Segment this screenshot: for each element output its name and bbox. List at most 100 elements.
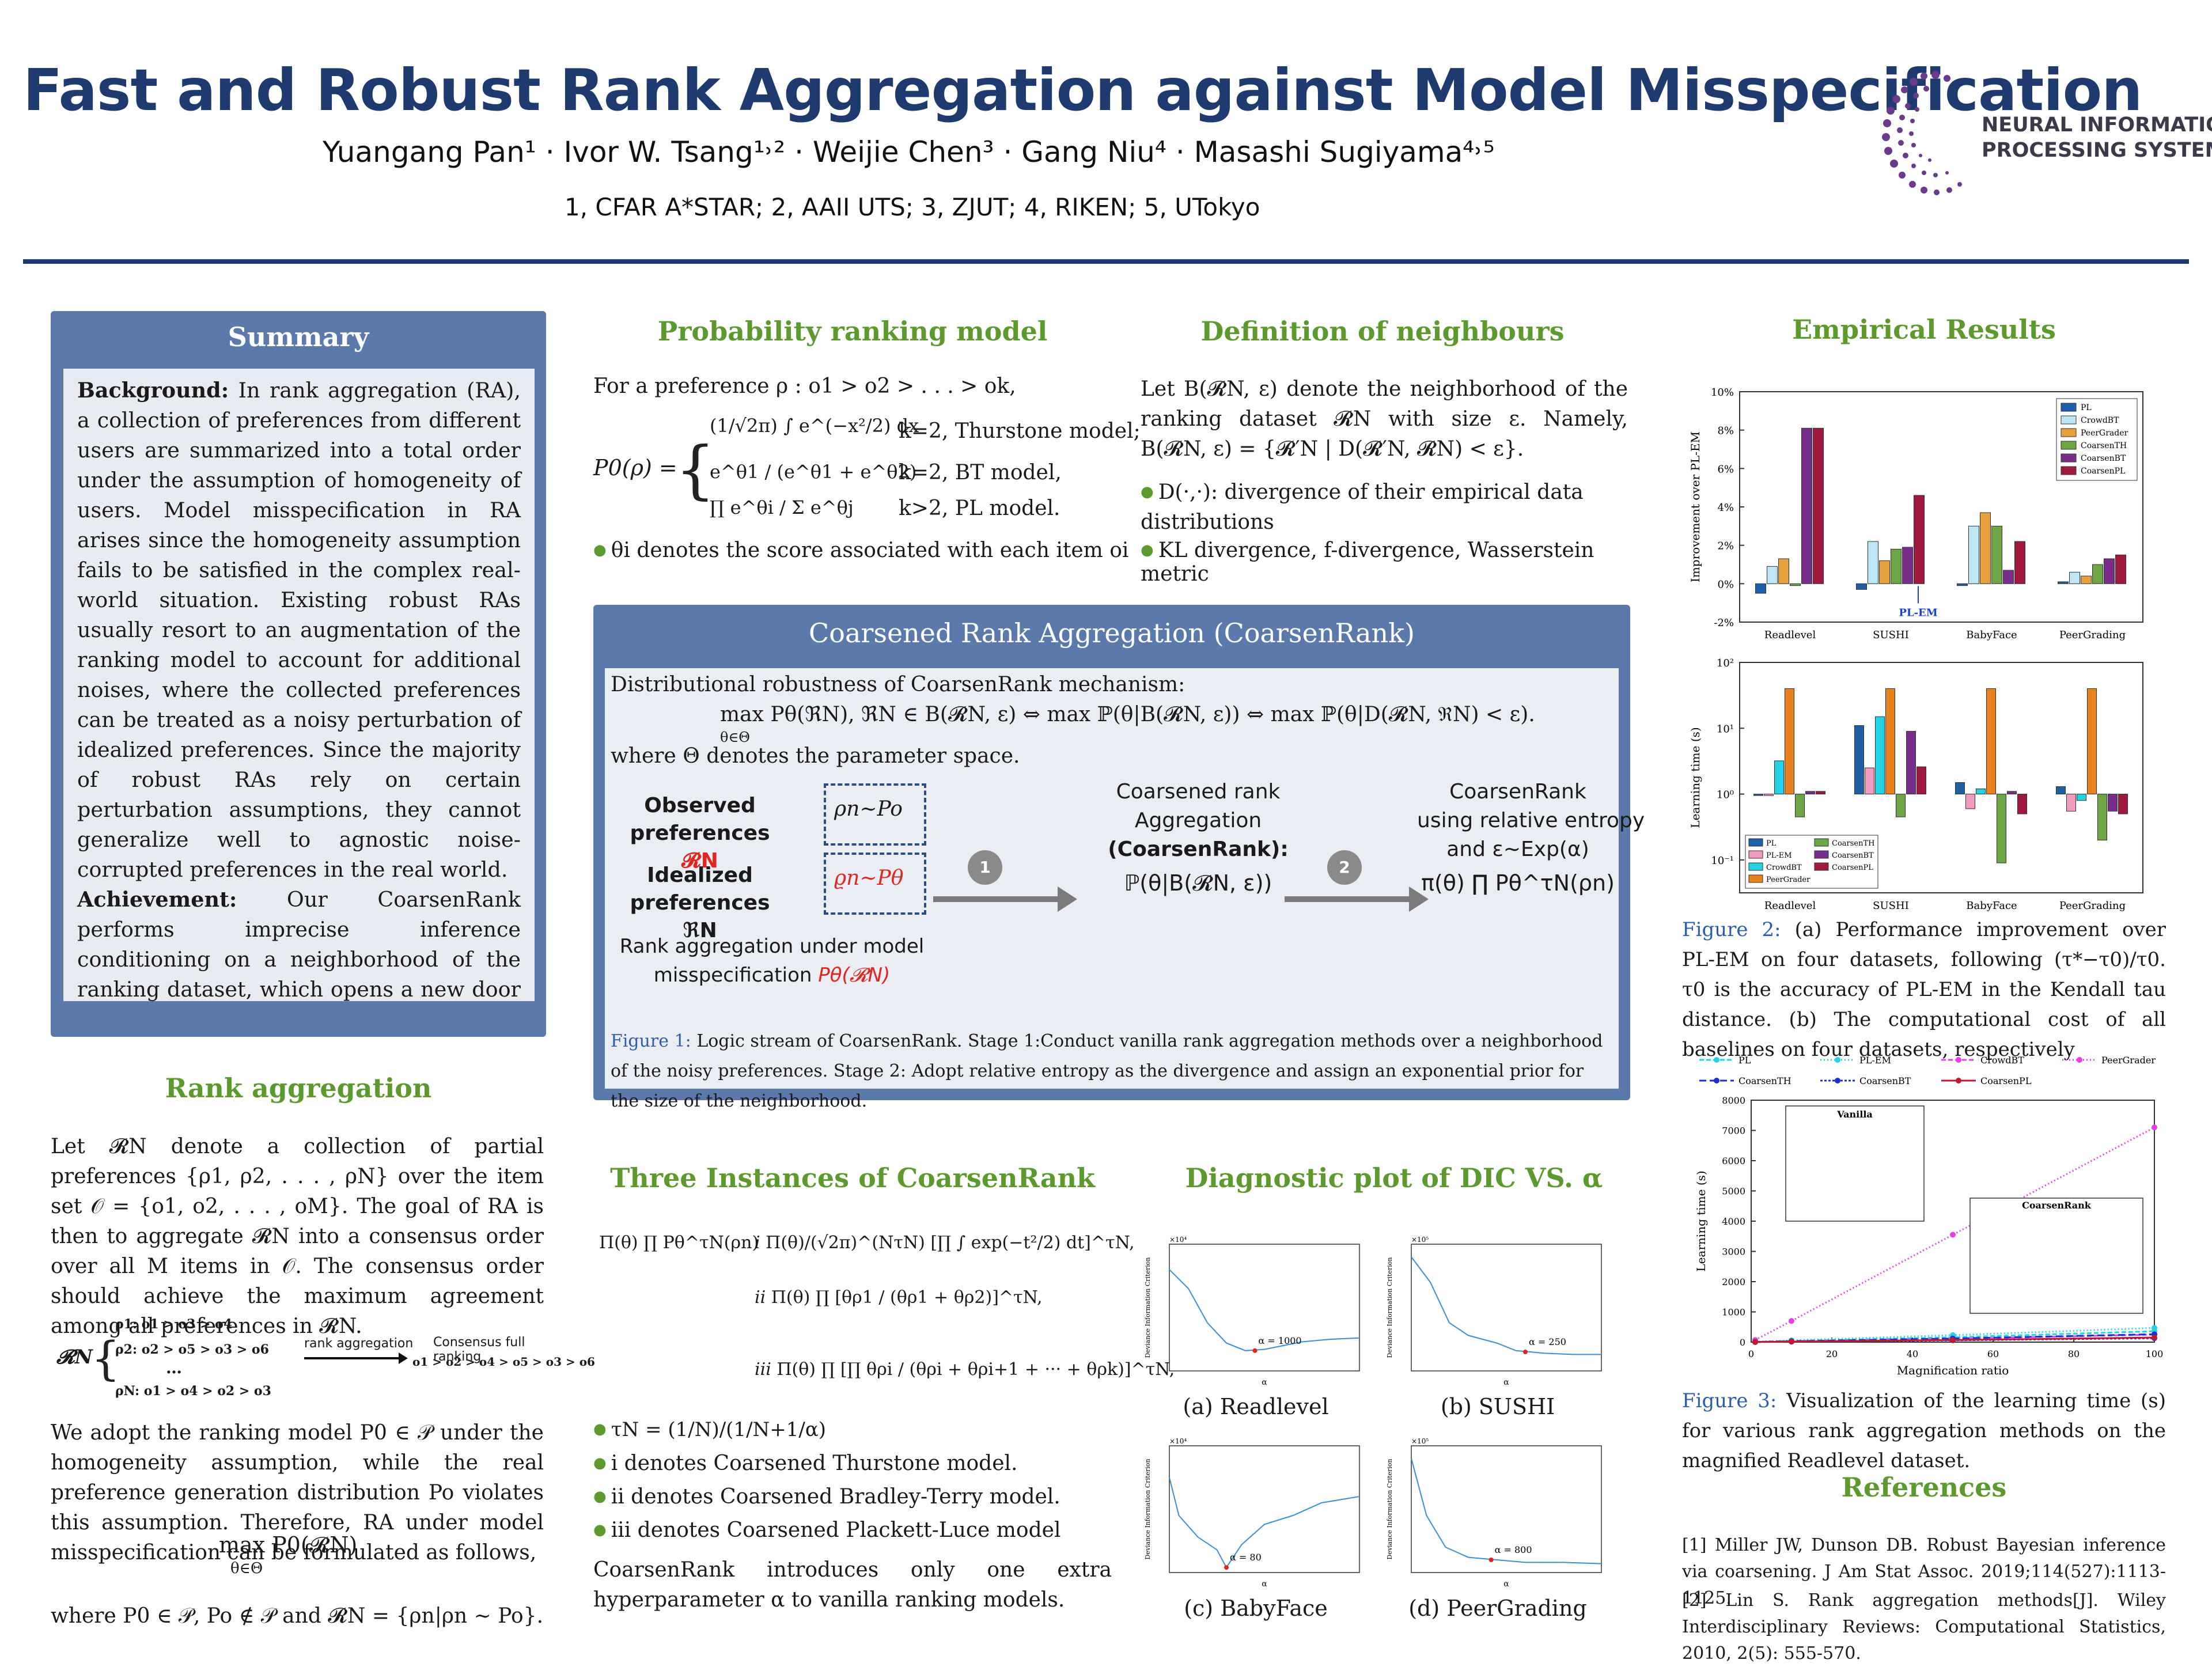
legend-label: CoarsenPL	[1980, 1075, 2032, 1086]
y-axis-label: Deviance Information Criterion	[1144, 1459, 1152, 1560]
bar	[2092, 564, 2103, 584]
diagram-arrow-line	[304, 1357, 401, 1359]
optimal-alpha-marker	[1224, 1565, 1229, 1570]
y-exponent: ×10⁴	[1169, 1236, 1187, 1244]
neighbours-text: Let B(𝓡N, ε) denote the neighborhood of …	[1141, 377, 1628, 461]
x-tick-label: PeerGrading	[2059, 900, 2126, 912]
x-tick-label: SUSHI	[1873, 629, 1909, 641]
neighbours-title: Definition of neighbours	[1200, 316, 1565, 347]
instances-title: Three Instances of CoarsenRank	[610, 1162, 1095, 1194]
probability-model-case2: e^θ1 / (e^θ1 + e^θ2)	[710, 461, 917, 483]
bar	[1854, 725, 1864, 795]
y-tick-label: 4000	[1722, 1216, 1745, 1227]
coarsenrank-content: Distributional robustness of CoarsenRank…	[605, 668, 1645, 1111]
instances-tau: τN = (1/N)/(1/N+1/α)	[593, 1418, 826, 1441]
y-tick-label: 6%	[1717, 463, 1734, 475]
header-divider	[23, 259, 2189, 264]
inset-vanilla-label: Vanilla	[1836, 1109, 1873, 1120]
y-tick-label: 0%	[1717, 578, 1734, 590]
legend-label: PL	[1766, 839, 1777, 848]
y-exponent: ×10⁵	[1411, 1236, 1429, 1244]
diagnostic-panel-label: (a) Readlevel	[1183, 1394, 1329, 1419]
bar	[1764, 794, 1774, 796]
idealized-dist-box: ϱn∼Pθ	[824, 853, 926, 915]
bar	[1816, 791, 1825, 795]
bar	[1778, 558, 1789, 584]
y-tick-label: 2%	[1717, 540, 1734, 552]
series-line	[1755, 1333, 2155, 1343]
legend-swatch	[1748, 862, 1763, 871]
probability-model-case1-label: k=2, Thurstone model;	[899, 419, 1141, 443]
x-tick-label: 60	[1987, 1348, 1999, 1359]
dic-curve-chart: ×10⁴ Deviance Information Criterion α α = 1…	[1144, 1236, 1360, 1387]
optimal-alpha-label: α = 800	[1495, 1544, 1532, 1555]
bar	[1957, 583, 1968, 586]
diagram-arrow-label: rank aggregation	[304, 1336, 414, 1351]
legend-label: CrowdBT	[1980, 1055, 2024, 1066]
y-tick-label: 8000	[1722, 1095, 1745, 1106]
diagram-brace: {	[91, 1332, 120, 1385]
dic-line	[1169, 1477, 1360, 1569]
plot-frame	[1739, 662, 2143, 893]
legend-label: PeerGrader	[2101, 1055, 2156, 1066]
bar	[1916, 766, 1926, 795]
legend-marker	[1714, 1078, 1719, 1083]
legend-label: PeerGrader	[1766, 876, 1810, 884]
diagnostic-panel-label: (b) SUSHI	[1440, 1394, 1555, 1419]
legend-swatch	[1814, 862, 1829, 871]
y-tick-label: 10⁰	[1717, 789, 1734, 801]
idealized-preferences-label: Idealized preferences ℜN	[622, 862, 778, 945]
probability-model-case1: (1/√2π) ∫ e^(−x²/2) dx	[710, 415, 919, 437]
bar	[1991, 525, 2002, 584]
rank-aggregation-formula-sub: θ∈Θ	[230, 1560, 263, 1577]
bar	[1813, 427, 1824, 584]
idealized-dist-text: ϱn∼Pθ	[834, 866, 904, 890]
bar	[1955, 782, 1965, 795]
bar	[1785, 688, 1794, 795]
observed-symbol: 𝓡N	[681, 849, 718, 873]
data-point	[2152, 1124, 2157, 1131]
x-tick-label: 0	[1748, 1348, 1754, 1359]
neurips-logo: NEURAL INFORMATION PROCESSING SYSTEMS	[1866, 63, 2212, 207]
legend-swatch	[1814, 850, 1829, 859]
probability-model-intro: For a preference ρ : o1 > o2 > . . . > o…	[593, 374, 1016, 398]
y-axis-label: Deviance Information Criterion	[1386, 1257, 1393, 1358]
legend-label: PeerGrader	[2081, 429, 2128, 438]
y-tick-label: 10⁻¹	[1711, 855, 1734, 867]
x-tick-label: BabyFace	[1966, 629, 2017, 641]
bar	[2069, 571, 2080, 584]
y-exponent: ×10⁴	[1169, 1437, 1187, 1445]
achievement-text: Our CoarsenRank performs imprecise infer…	[77, 887, 521, 1001]
diagnostic-panel-label: (d) PeerGrading	[1408, 1596, 1587, 1621]
bar	[1875, 716, 1885, 795]
bar	[1753, 794, 1763, 796]
rank-aggregation-para3: where P0 ∈ 𝒫, Po ∉ 𝒫 and 𝓡N = {ρn|ρn ∼ P…	[51, 1604, 544, 1628]
bar	[1906, 731, 1916, 795]
diagnostic-panel: ×10⁵ Deviance Information Criterion α α = 8…	[1382, 1434, 1613, 1630]
y-tick-label: 7000	[1722, 1126, 1745, 1136]
bar	[1902, 547, 1913, 584]
logo-line-2: PROCESSING SYSTEMS	[1982, 139, 2212, 162]
diagram-dots: …	[166, 1358, 182, 1377]
pl-em-annotation: PL-EM	[1899, 607, 1937, 619]
legend-swatch	[2061, 415, 2077, 425]
instances-eq-iii-text: Π(θ) ∏ [∏ θρi / (θρi + θρi+1 + ··· + θρk…	[777, 1359, 1175, 1380]
coarsenrank-title: Coarsened Rank Aggregation (CoarsenRank)	[809, 617, 1415, 649]
y-tick-label: 6000	[1722, 1155, 1745, 1166]
references-title: References	[1841, 1472, 2007, 1503]
x-axis-label: α	[1503, 1378, 1509, 1387]
diagnostic-panel: ×10⁴ Deviance Information Criterion α α = 8…	[1141, 1434, 1371, 1630]
diagnostic-title: Diagnostic plot of DIC VS. α	[1185, 1162, 1603, 1194]
legend-swatch	[2061, 453, 2077, 463]
data-point	[1950, 1232, 1956, 1238]
bar	[1879, 560, 1890, 584]
stage-1-arrow	[933, 896, 1060, 902]
affiliations: 1, CFAR A*STAR; 2, AAII UTS; 3, ZJUT; 4,…	[565, 193, 1260, 221]
inset-coarsen-frame	[1969, 1198, 2143, 1314]
reference-1: [1] Miller JW, Dunson DB. Robust Bayesia…	[1682, 1535, 2166, 1608]
x-tick-label: 80	[2068, 1348, 2080, 1359]
figure-1-label: Figure 1:	[611, 1031, 691, 1051]
x-axis-label: Magnification ratio	[1897, 1363, 2009, 1377]
legend-label: CoarsenTH	[1832, 839, 1874, 848]
instances-eq-i: i Π(θ)/(√2π)^(NτN) [∏ ∫ exp(−t²/2) dt]^τ…	[755, 1233, 1135, 1253]
